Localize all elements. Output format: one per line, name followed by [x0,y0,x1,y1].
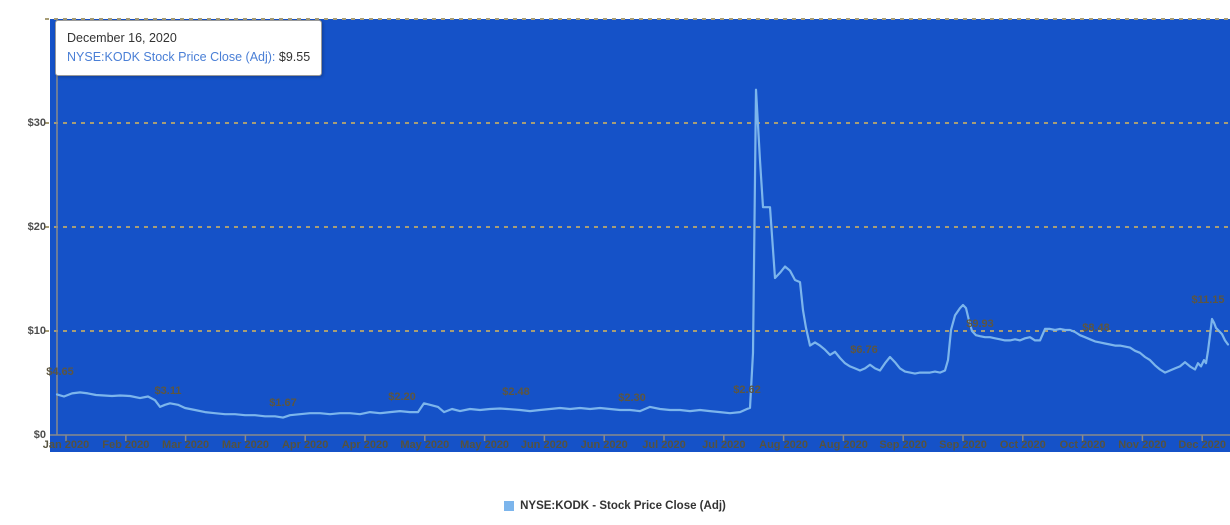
x-axis-label: Nov 2020 [1118,439,1167,451]
x-axis-label: Mar 2020 [221,439,269,451]
x-axis-ticks [65,435,1203,441]
point-label: $8.48 [1082,322,1110,334]
point-label: $3.11 [154,385,182,397]
x-axis-label: May 2020 [400,439,450,451]
x-axis-label: Aug 2020 [818,439,868,451]
point-label: $2.48 [502,386,530,398]
x-axis-label: Jun 2020 [520,439,568,451]
axis-lines [50,19,1230,436]
x-axis-label: Jun 2020 [580,439,628,451]
point-label: $4.65 [46,366,74,378]
x-axis-label: Jan 2020 [42,439,90,451]
tooltip-date: December 16, 2020 [67,31,177,45]
legend: NYSE:KODK - Stock Price Close (Adj) [0,500,1230,512]
legend-label: NYSE:KODK - Stock Price Close (Adj) [520,500,726,512]
legend-item[interactable]: NYSE:KODK - Stock Price Close (Adj) [504,500,726,512]
plot-area[interactable] [50,19,1230,452]
price-line [55,88,1230,419]
tooltip: December 16, 2020 NYSE:KODK Stock Price … [55,20,323,76]
y-axis-label: $30 [27,117,46,129]
x-axis-label: Apr 2020 [341,439,389,451]
point-label: $9.93 [966,318,994,330]
x-axis-label: Mar 2020 [162,439,210,451]
series-line [55,88,1230,419]
x-axis-label: Sep 2020 [879,439,928,451]
y-axis-label: $10 [27,325,46,337]
x-axis-label: Aug 2020 [759,439,809,451]
x-axis-label: Oct 2020 [1059,439,1106,451]
x-axis-label: Jul 2020 [702,439,746,451]
point-label: $1.67 [269,397,297,409]
point-label: $2.62 [733,384,761,396]
tooltip-series-row: NYSE:KODK Stock Price Close (Adj): $9.55 [67,48,310,67]
legend-swatch-icon [504,501,515,511]
tooltip-series-label: NYSE:KODK Stock Price Close (Adj): [67,50,276,64]
y-axis-label: $0 [33,429,46,441]
point-label: $2.30 [618,392,646,404]
tooltip-value: $9.55 [278,50,311,64]
x-axis-label: May 2020 [460,439,510,451]
x-axis-label: Sep 2020 [939,439,987,451]
point-label: $11.15 [1191,294,1225,306]
x-axis-label: Feb 2020 [102,439,150,451]
x-axis-label: Jul 2020 [642,439,686,451]
x-axis-label: Dec 2020 [1178,439,1227,451]
x-axis-label: Oct 2020 [999,439,1046,451]
point-label: $6.76 [850,344,878,356]
y-axis-label: $20 [27,221,46,233]
point-label: $2.20 [388,391,416,403]
x-axis-label: Apr 2020 [281,439,329,451]
